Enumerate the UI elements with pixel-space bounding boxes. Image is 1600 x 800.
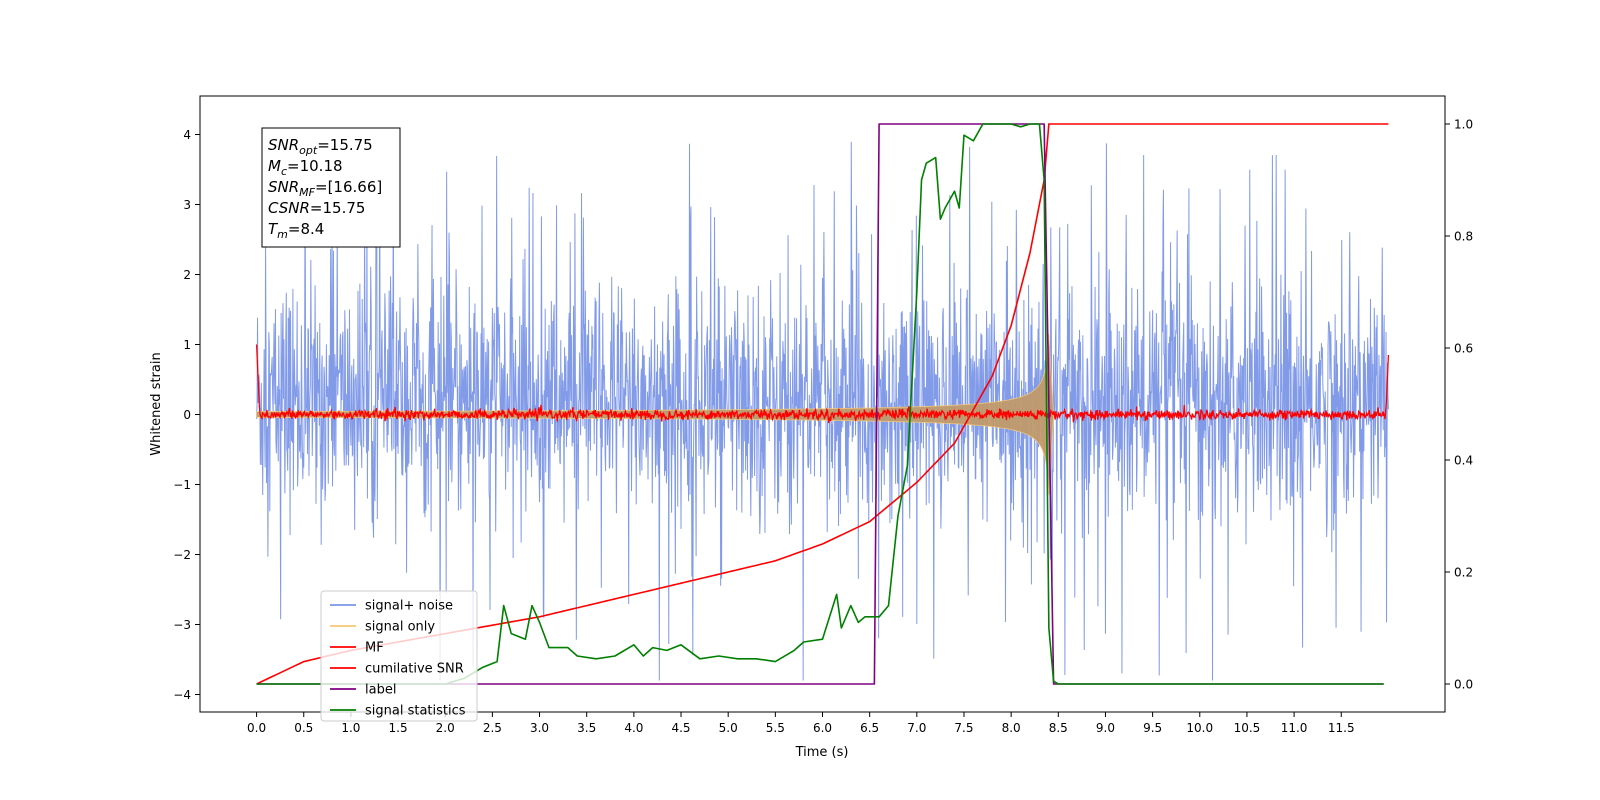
- annotation-line: SNRMF=[16.66]: [268, 178, 382, 199]
- series-signal-statistics-line: [256, 123, 1384, 685]
- annotation-symbol: M: [268, 157, 281, 175]
- y-axis-right: 0.0 0.2 0.4 0.6 0.8 1.0: [1445, 118, 1473, 692]
- plot-series: [255, 123, 1390, 685]
- y-tick-label-left: −2: [173, 548, 191, 562]
- annotation-subscript: c: [281, 165, 287, 178]
- x-tick-label: 3.5: [577, 721, 596, 735]
- annotation-value: =15.75: [317, 136, 373, 154]
- x-tick-label: 6.0: [813, 721, 832, 735]
- legend-entry: cumilative SNR: [365, 662, 464, 677]
- x-tick-label: 9.0: [1096, 721, 1115, 735]
- x-tick-label: 3.0: [530, 721, 549, 735]
- annotation-box: SNRopt=15.75Mc=10.18SNRMF=[16.66]CSNR=15…: [261, 127, 401, 248]
- y-tick-label-right: 0.2: [1454, 566, 1473, 580]
- annotation-line: SNRopt=15.75: [268, 136, 373, 157]
- x-tick-label: 10.0: [1186, 721, 1213, 735]
- annotation-subscript: MF: [299, 186, 315, 199]
- x-tick-label: 7.0: [907, 721, 926, 735]
- legend-frame: [320, 590, 478, 722]
- x-tick-label: 5.0: [719, 721, 738, 735]
- annotation-subscript: opt: [299, 144, 318, 157]
- y-axis-left: −4 −3 −2 −1 0 1 2 3 4: [173, 128, 200, 702]
- x-axis: 0.0 0.5 1.0 1.5 2.0 2.5 3.0 3.5 4.0 4.5 5.0 5.5 6.0 6…: [247, 712, 1355, 735]
- legend-entry: signal only: [365, 620, 435, 635]
- y-tick-label-right: 0.4: [1454, 454, 1473, 468]
- annotation-symbol: CSNR: [268, 199, 310, 217]
- x-tick-label: 8.5: [1049, 721, 1068, 735]
- y-tick-label-left: 4: [183, 128, 191, 142]
- annotation-line: Tm=8.4: [268, 220, 324, 241]
- x-tick-label: 10.5: [1234, 721, 1261, 735]
- x-tick-label: 2.0: [436, 721, 455, 735]
- y-tick-label-left: 0: [183, 408, 191, 422]
- y-tick-label-left: 3: [183, 198, 191, 212]
- y-tick-label-left: 2: [183, 268, 191, 282]
- series-mf-line: [255, 344, 1390, 424]
- legend-entry: signal statistics: [365, 704, 466, 719]
- annotation-symbol: T: [268, 220, 279, 238]
- series-signal-noise-line: [256, 141, 1389, 681]
- x-tick-label: 6.5: [860, 721, 879, 735]
- legend-entry: label: [365, 683, 396, 698]
- annotation-value: =10.18: [287, 157, 343, 175]
- y-tick-label-right: 0.0: [1454, 678, 1473, 692]
- annotation-box-frame: [261, 127, 401, 248]
- x-axis-label: Time (s): [795, 745, 849, 760]
- annotation-value: =[16.66]: [315, 178, 382, 196]
- annotation-line: Mc=10.18: [268, 157, 343, 178]
- legend-entry: signal+ noise: [365, 599, 453, 614]
- x-tick-label: 1.0: [341, 721, 360, 735]
- y-tick-label-left: −3: [173, 618, 191, 632]
- x-tick-label: 4.5: [671, 721, 690, 735]
- y-tick-label-right: 1.0: [1454, 118, 1473, 132]
- y-tick-label-left: −1: [173, 478, 191, 492]
- annotation-value: =15.75: [310, 199, 366, 217]
- x-tick-label: 4.0: [624, 721, 643, 735]
- legend-entry: MF: [365, 641, 384, 656]
- x-tick-label: 8.0: [1002, 721, 1021, 735]
- x-tick-label: 7.5: [954, 721, 973, 735]
- annotation-value: =8.4: [288, 220, 324, 238]
- annotation-subscript: m: [277, 228, 288, 241]
- y-tick-label-right: 0.6: [1454, 342, 1473, 356]
- y-axis-label-left: Whitened strain: [149, 352, 164, 455]
- y-tick-label-left: 1: [183, 338, 191, 352]
- x-tick-label: 0.0: [247, 721, 266, 735]
- annotation-symbol: SNR: [268, 178, 299, 196]
- annotation-line: CSNR=15.75: [268, 199, 365, 217]
- x-tick-label: 2.5: [483, 721, 502, 735]
- x-tick-label: 11.0: [1281, 721, 1308, 735]
- x-tick-label: 1.5: [389, 721, 408, 735]
- annotation-symbol: SNR: [268, 136, 299, 154]
- series-signal-only-area: [256, 333, 1054, 496]
- x-tick-label: 0.5: [294, 721, 313, 735]
- x-tick-label: 5.5: [766, 721, 785, 735]
- x-tick-label: 9.5: [1143, 721, 1162, 735]
- y-tick-label-right: 0.8: [1454, 230, 1473, 244]
- x-tick-label: 11.5: [1328, 721, 1355, 735]
- y-tick-label-left: −4: [173, 688, 191, 702]
- legend: signal+ noise signal only MF cumilative SNR…: [320, 590, 478, 722]
